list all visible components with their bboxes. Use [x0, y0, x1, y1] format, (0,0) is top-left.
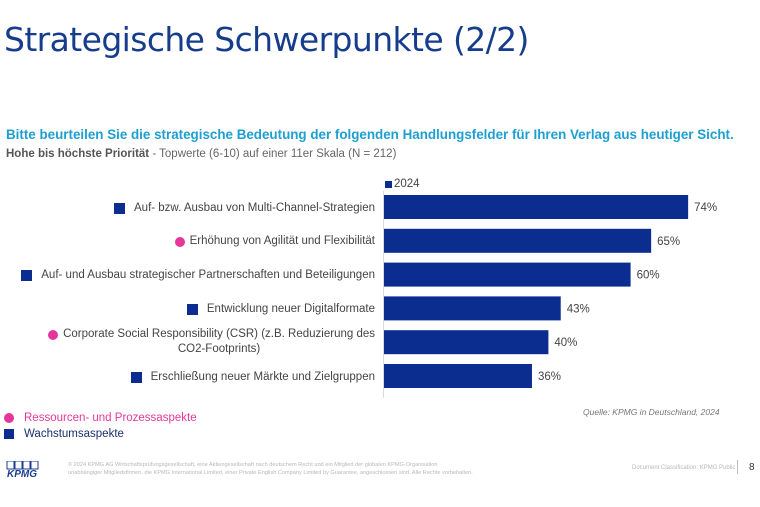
category-label: Erschließung neuer Märkte und Zielgruppe… [130, 369, 375, 385]
legend-item-growth: Wachstumsaspekte [4, 426, 197, 442]
legend-label-growth: Wachstumsaspekte [24, 428, 124, 440]
data-label: 36% [538, 371, 561, 383]
navy-square-icon [186, 303, 198, 315]
category-label: Corporate Social Responsibility (CSR) (z… [48, 327, 375, 357]
pink-dot-icon [4, 413, 14, 423]
scale-description-rest: - Topwerte (6-10) auf einer 11er Skala (… [149, 148, 397, 160]
series-legend-swatch [385, 180, 392, 188]
footer-divider [737, 460, 738, 474]
category-label: Entwicklung neuer Digitalformate [186, 301, 375, 317]
category-label-text: Erhöhung von Agilität und Flexibilität [189, 235, 375, 248]
data-label: 65% [657, 236, 680, 248]
legal-notice: © 2024 KPMG AG Wirtschaftsprüfungsgesell… [68, 461, 508, 477]
data-label: 40% [554, 337, 577, 349]
source-note: Quelle: KPMG in Deutschland, 2024 [583, 407, 720, 417]
series-legend-label: 2024 [394, 178, 420, 190]
navy-square-icon [21, 270, 33, 282]
aspect-legend: Ressourcen- und Prozessaspekte Wachstums… [4, 410, 197, 442]
document-classification: Document Classification: KPMG Public [632, 465, 736, 471]
scale-description-bold: Hohe bis höchste Priorität [6, 148, 150, 160]
category-label: Auf- und Ausbau strategischer Partnersch… [21, 268, 375, 284]
navy-square-icon [130, 371, 142, 383]
page-number: 8 [749, 462, 755, 473]
pink-dot-icon [174, 236, 185, 247]
legend-item-resource: Ressourcen- und Prozessaspekte [4, 410, 197, 426]
bar [384, 364, 532, 388]
kpmg-logo: KPMG [6, 461, 39, 479]
data-label: 74% [694, 202, 717, 214]
survey-question: Bitte beurteilen Sie die strategische Be… [6, 127, 734, 142]
bar [384, 296, 561, 321]
category-label-text: Auf- und Ausbau strategischer Partnersch… [41, 269, 375, 282]
slide-title: Strategische Schwerpunkte (2/2) [4, 20, 529, 59]
bar [384, 195, 689, 219]
legend-label-resource: Ressourcen- und Prozessaspekte [24, 412, 197, 424]
legal-line-2: unabhängiger Mitgliedsfirmen, die KPMG I… [68, 470, 473, 476]
series-legend: 2024 [385, 178, 420, 190]
pink-dot-icon [48, 330, 59, 341]
category-label-text: Corporate Social Responsibility (CSR) (z… [63, 328, 375, 356]
navy-square-icon [114, 202, 125, 214]
navy-square-icon [4, 429, 14, 439]
category-label: Auf- bzw. Ausbau von Multi-Channel-Strat… [114, 200, 375, 216]
legal-line-1: © 2024 KPMG AG Wirtschaftsprüfungsgesell… [68, 462, 438, 468]
bar [384, 330, 549, 355]
category-label-text: Erschließung neuer Märkte und Zielgruppe… [150, 370, 375, 383]
category-label-text: Auf- bzw. Ausbau von Multi-Channel-Strat… [134, 201, 375, 214]
bar [384, 262, 631, 287]
data-label: 60% [637, 270, 660, 282]
bar [384, 228, 652, 253]
data-label: 43% [567, 303, 590, 315]
scale-description: Hohe bis höchste Priorität - Topwerte (6… [6, 148, 396, 160]
category-label-text: Entwicklung neuer Digitalformate [206, 302, 375, 315]
kpmg-logo-text: KPMG [7, 469, 37, 479]
category-label: Erhöhung von Agilität und Flexibilität [174, 234, 375, 250]
